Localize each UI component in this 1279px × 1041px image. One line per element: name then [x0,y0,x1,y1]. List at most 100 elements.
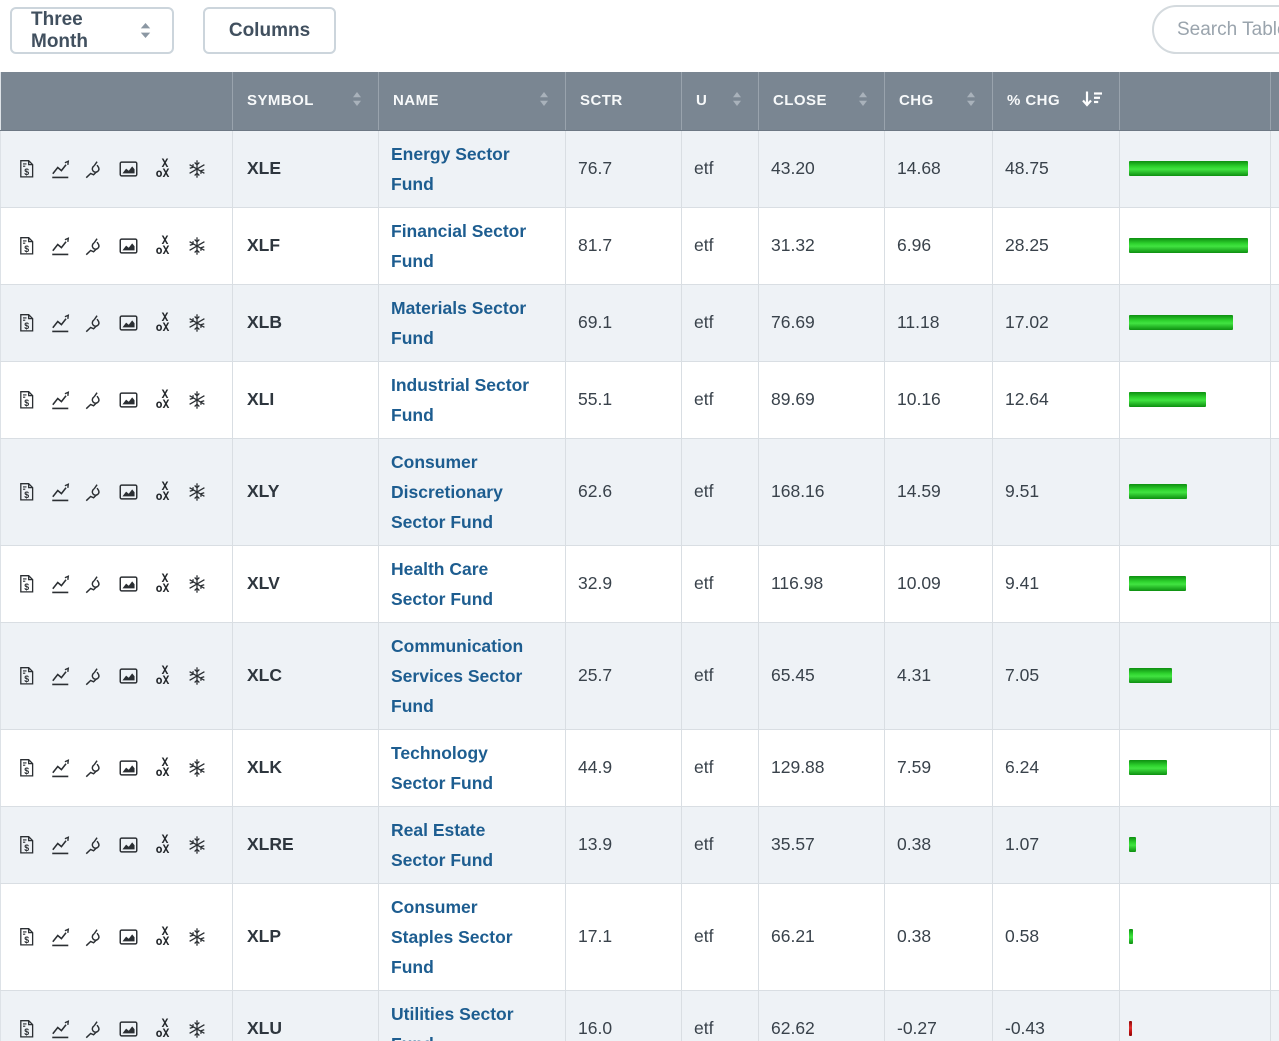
table-row: $ [0,284,1279,362]
gallery-view-icon[interactable] [117,756,140,779]
universe-cell: etf [681,806,759,884]
pct-chg-cell: 0.58 [992,883,1120,991]
seasonality-icon[interactable] [185,388,208,411]
interactive-chart-icon[interactable] [83,311,106,334]
seasonality-icon[interactable] [185,664,208,687]
sharp-chart-icon[interactable] [49,833,72,856]
quote-summary-icon[interactable]: $ [15,756,38,779]
quote-summary-icon[interactable]: $ [15,480,38,503]
name-link[interactable]: Consumer Discretionary Sector Fund [391,451,503,532]
col-pct-chg-header[interactable]: % CHG [992,72,1120,131]
seasonality-icon[interactable] [185,1017,208,1040]
gallery-view-icon[interactable] [117,1017,140,1040]
col-symbol-header[interactable]: SYMBOL [232,72,379,131]
name-link[interactable]: Financial Sector Fund [391,220,527,271]
col-chg-header[interactable]: CHG [884,72,993,131]
sharp-chart-icon[interactable] [49,664,72,687]
sharp-chart-icon[interactable] [49,311,72,334]
quote-summary-icon[interactable]: $ [15,157,38,180]
sharp-chart-icon[interactable] [49,572,72,595]
seasonality-icon[interactable] [185,925,208,948]
name-link[interactable]: Energy Sector Fund [391,143,510,194]
seasonality-icon[interactable] [185,756,208,779]
interactive-chart-icon[interactable] [83,1017,106,1040]
quote-summary-icon[interactable]: $ [15,925,38,948]
interactive-chart-icon[interactable] [83,388,106,411]
interactive-chart-icon[interactable] [83,925,106,948]
name-link[interactable]: Consumer Staples Sector Fund [391,896,513,977]
quote-summary-icon[interactable]: $ [15,572,38,595]
name-link[interactable]: Real Estate Sector Fund [391,819,494,870]
gallery-view-icon[interactable] [117,664,140,687]
search-input[interactable] [1152,5,1279,54]
gallery-view-icon[interactable] [117,234,140,257]
col-close-header[interactable]: CLOSE [758,72,885,131]
col-u-header[interactable]: U [681,72,759,131]
period-select[interactable]: Three Month [10,7,174,54]
period-select-value: Three Month [31,8,88,52]
quote-summary-icon[interactable]: $ [15,1017,38,1040]
interactive-chart-icon[interactable] [83,480,106,503]
interactive-chart-icon[interactable] [83,157,106,180]
seasonality-icon[interactable] [185,480,208,503]
interactive-chart-icon[interactable] [83,833,106,856]
name-link[interactable]: Communication Services Sector Fund [391,635,524,716]
columns-button[interactable]: Columns [203,7,336,54]
col-name-header[interactable]: NAME [378,72,566,131]
pct-chg-cell: 28.25 [992,207,1120,285]
name-link[interactable]: Materials Sector Fund [391,297,527,348]
sharp-chart-icon[interactable] [49,756,72,779]
sort-updown-icon [539,91,549,111]
chg-cell: 11.18 [884,284,993,362]
name-link[interactable]: Industrial Sector Fund [391,374,530,425]
gallery-view-icon[interactable] [117,157,140,180]
sharp-chart-icon[interactable] [49,388,72,411]
gallery-view-icon[interactable] [117,572,140,595]
sharp-chart-icon[interactable] [49,1017,72,1040]
quote-summary-icon[interactable]: $ [15,833,38,856]
sort-descending-icon [1081,90,1103,112]
seasonality-icon[interactable] [185,157,208,180]
interactive-chart-icon[interactable] [83,234,106,257]
gallery-view-icon[interactable] [117,480,140,503]
interactive-chart-icon[interactable] [83,664,106,687]
seasonality-icon[interactable] [185,572,208,595]
gallery-view-icon[interactable] [117,311,140,334]
seasonality-icon[interactable] [185,311,208,334]
name-link[interactable]: Health Care Sector Fund [391,558,494,609]
seasonality-icon[interactable] [185,234,208,257]
sharp-chart-icon[interactable] [49,234,72,257]
symbol-cell: XLP [247,926,282,946]
chg-cell: 10.09 [884,545,993,623]
chg-cell: 6.96 [884,207,993,285]
quote-summary-icon[interactable]: $ [15,388,38,411]
gallery-view-icon[interactable] [117,833,140,856]
quote-summary-icon[interactable]: $ [15,664,38,687]
quote-summary-icon[interactable]: $ [15,311,38,334]
name-link[interactable]: Technology Sector Fund [391,742,494,793]
sharp-chart-icon[interactable] [49,157,72,180]
symbol-cell: XLC [247,665,282,685]
gallery-view-icon[interactable] [117,925,140,948]
name-link[interactable]: Utilities Sector Fund [391,1003,514,1041]
interactive-chart-icon[interactable] [83,572,106,595]
interactive-chart-icon[interactable] [83,756,106,779]
gallery-view-icon[interactable] [117,388,140,411]
seasonality-icon[interactable] [185,833,208,856]
sharp-chart-icon[interactable] [49,925,72,948]
sharp-chart-icon[interactable] [49,480,72,503]
row-actions: $ [1,388,232,411]
quote-summary-icon[interactable]: $ [15,234,38,257]
chg-cell: 7.59 [884,729,993,807]
